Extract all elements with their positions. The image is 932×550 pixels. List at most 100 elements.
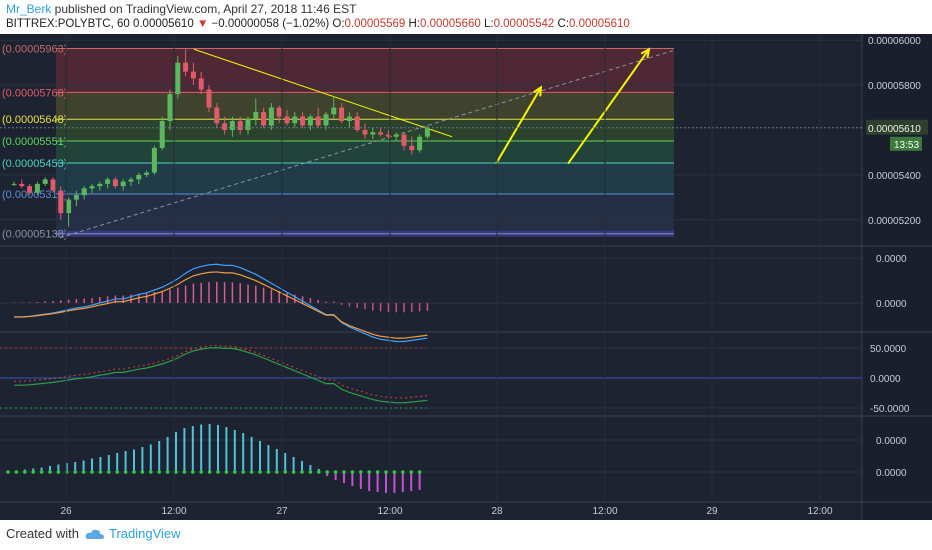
zero-dot [174,470,178,474]
zero-dot [325,470,330,474]
fib-band [56,141,674,164]
change: −0.00000058 (−1.02%) [211,18,330,30]
candle-body [284,116,290,124]
zero-dot [283,470,288,474]
o-value: 0.00005569 [344,18,406,30]
osc-tick-label: -50.0000 [870,404,910,415]
hist-tick-label: 0.0000 [876,468,907,479]
macd-tick-label: 0.0000 [876,299,907,310]
candle-body [198,78,204,90]
footer: Created with TradingView [6,526,181,541]
c-value: 0.00005610 [569,18,630,30]
candle-body [34,183,40,193]
descending-trendline [193,48,453,138]
zero-dot [308,470,313,474]
time-tick-label: 26 [60,506,72,517]
candle-body [66,199,72,214]
price-tick-label: 0.00006000 [868,36,921,47]
zero-dot [384,470,388,474]
fib-band [56,48,674,93]
zero-dot [73,470,77,474]
candle-body [346,116,352,122]
published-text: published on TradingView.com, April 27, … [51,2,357,16]
price-tick-label: 0.00005400 [868,171,921,182]
candle-body [424,127,430,137]
candle-body [401,134,407,146]
zero-dot [31,470,35,474]
zero-dot [417,470,422,474]
macd-tick-label: 0.0000 [876,254,907,265]
fib-level-label: (0.00005648) [2,114,67,126]
zero-dot [132,470,136,474]
candle-body [417,136,423,151]
zero-dot [350,470,355,474]
candle-body [300,116,306,126]
projection-arrow-head [640,47,651,59]
candle-body [409,145,415,151]
chart[interactable]: (0.00005963) (0.00005768) (0.00005648) (0.0… [0,34,932,520]
zero-dot [149,470,153,474]
fib-band [56,92,674,120]
candle-body [42,179,48,184]
candle-body [315,116,321,126]
countdown-label: 13:53 [894,140,919,151]
countdown-tag [890,136,922,151]
candle-body [331,107,337,115]
candle-body [292,116,298,124]
publish-line: Mr_Berk published on TradingView.com, Ap… [6,2,356,16]
osc-tick-label: 0.0000 [870,374,901,385]
zero-dot [199,470,203,474]
zero-dot [333,470,338,474]
candle-body [50,179,56,191]
tradingview-logo-icon [85,529,104,539]
candle-body [159,121,165,148]
zero-dot [98,470,103,474]
projection-arrow-head [532,85,543,97]
down-arrow-icon: ▼ [196,18,209,30]
candle-body [190,71,196,79]
candle-body [276,107,282,117]
zero-dot [107,470,111,474]
candle-body [245,118,251,131]
candle-body [362,130,368,135]
zero-dot [291,470,296,474]
tradingview-brand[interactable]: TradingView [108,526,181,541]
price-axis-background [862,34,932,520]
candle-body [144,172,150,175]
candle-body [339,107,345,122]
projection-arrow [495,86,542,165]
zero-dot [367,470,372,474]
last-price-label: 0.00005610 [868,124,921,135]
zero-dot [115,470,119,474]
zero-dot [342,470,346,474]
o-label: O: [332,18,345,30]
last-price: 0.00005610 [132,18,194,30]
candle-body [183,62,189,72]
last-price-tag [866,119,928,135]
candle-body [229,121,235,131]
candle-body [27,186,33,193]
time-tick-label: 12:00 [377,506,402,517]
chart-background [0,34,932,520]
osc-signal-line [14,345,428,399]
zero-dot [275,470,279,474]
candle-body [120,181,126,187]
candle-body [81,188,87,196]
zero-dot [81,470,86,474]
zero-dot [123,470,128,474]
candle-body [58,190,64,214]
l-label: L: [483,18,494,30]
candle-body [268,107,274,126]
zero-dot [375,470,380,474]
candle-body [323,114,329,126]
time-tick-label: 29 [706,506,718,517]
h-value: 0.00005660 [420,18,481,30]
author-link[interactable]: Mr_Berk [6,2,52,16]
candle-body [222,123,228,131]
zero-dot [90,470,94,474]
candle-body [151,147,157,173]
zero-dot [48,470,52,474]
price-tick-label: 0.00005200 [868,216,921,227]
candle-body [128,179,134,182]
created-with: Created with [6,526,79,541]
